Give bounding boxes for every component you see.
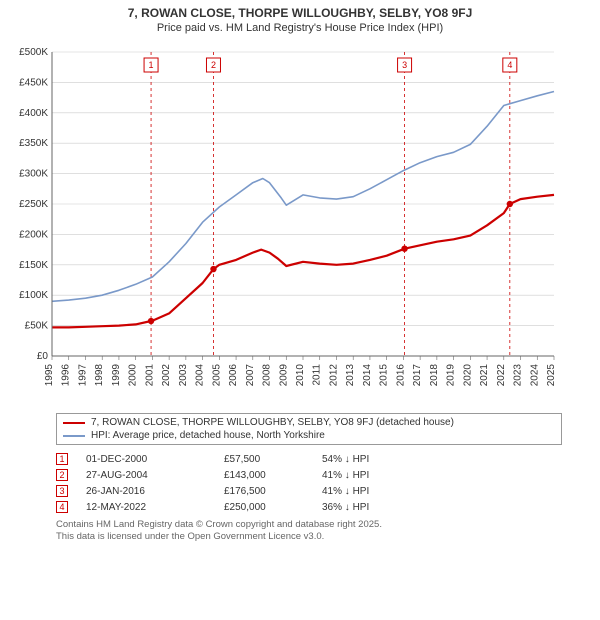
svg-text:1996: 1996 bbox=[61, 364, 72, 387]
svg-text:2003: 2003 bbox=[178, 364, 189, 387]
event-marker-box: 2 bbox=[56, 469, 68, 481]
svg-text:2016: 2016 bbox=[395, 364, 406, 387]
chart-container: 7, ROWAN CLOSE, THORPE WILLOUGHBY, SELBY… bbox=[0, 0, 600, 620]
svg-text:2017: 2017 bbox=[412, 364, 423, 387]
svg-text:3: 3 bbox=[402, 60, 407, 70]
footer: Contains HM Land Registry data © Crown c… bbox=[56, 519, 562, 544]
event-price: £143,000 bbox=[224, 470, 304, 481]
svg-text:£150K: £150K bbox=[19, 260, 48, 271]
svg-text:2009: 2009 bbox=[278, 364, 289, 387]
svg-text:2006: 2006 bbox=[228, 364, 239, 387]
footer-line2: This data is licensed under the Open Gov… bbox=[56, 531, 562, 543]
event-marker-box: 1 bbox=[56, 453, 68, 465]
svg-text:2: 2 bbox=[211, 60, 216, 70]
svg-text:1999: 1999 bbox=[111, 364, 122, 387]
event-diff: 54% ↓ HPI bbox=[322, 454, 412, 465]
svg-text:£0: £0 bbox=[37, 351, 49, 362]
event-diff: 41% ↓ HPI bbox=[322, 470, 412, 481]
svg-text:1: 1 bbox=[149, 60, 154, 70]
event-price: £250,000 bbox=[224, 502, 304, 513]
svg-text:2004: 2004 bbox=[195, 364, 206, 387]
event-row: 1 01-DEC-2000 £57,500 54% ↓ HPI bbox=[56, 451, 562, 467]
svg-text:2007: 2007 bbox=[245, 364, 256, 387]
svg-text:2020: 2020 bbox=[462, 364, 473, 387]
svg-text:£400K: £400K bbox=[19, 108, 48, 119]
svg-text:2024: 2024 bbox=[529, 364, 540, 387]
event-row: 3 26-JAN-2016 £176,500 41% ↓ HPI bbox=[56, 483, 562, 499]
event-price: £57,500 bbox=[224, 454, 304, 465]
svg-text:4: 4 bbox=[507, 60, 512, 70]
legend-swatch-price bbox=[63, 422, 85, 424]
event-row: 2 27-AUG-2004 £143,000 41% ↓ HPI bbox=[56, 467, 562, 483]
svg-text:£100K: £100K bbox=[19, 290, 48, 301]
legend-label-price: 7, ROWAN CLOSE, THORPE WILLOUGHBY, SELBY… bbox=[91, 417, 454, 428]
svg-text:2013: 2013 bbox=[345, 364, 356, 387]
svg-text:2018: 2018 bbox=[429, 364, 440, 387]
chart-subtitle: Price paid vs. HM Land Registry's House … bbox=[8, 22, 592, 34]
plot-area: £0 £50K £100K £150K £200K £250K £300K £350K £400… bbox=[8, 44, 592, 407]
svg-text:£200K: £200K bbox=[19, 229, 48, 240]
svg-text:2019: 2019 bbox=[446, 364, 457, 387]
svg-text:2010: 2010 bbox=[295, 364, 306, 387]
svg-text:£250K: £250K bbox=[19, 199, 48, 210]
svg-text:£500K: £500K bbox=[19, 47, 48, 58]
legend-row-hpi: HPI: Average price, detached house, Nort… bbox=[63, 429, 555, 442]
svg-text:2011: 2011 bbox=[312, 364, 323, 386]
event-date: 27-AUG-2004 bbox=[86, 470, 206, 481]
legend-swatch-hpi bbox=[63, 435, 85, 437]
legend: 7, ROWAN CLOSE, THORPE WILLOUGHBY, SELBY… bbox=[56, 413, 562, 445]
svg-text:2015: 2015 bbox=[379, 364, 390, 387]
svg-text:2008: 2008 bbox=[262, 364, 273, 387]
event-diff: 41% ↓ HPI bbox=[322, 486, 412, 497]
svg-text:2023: 2023 bbox=[513, 364, 524, 387]
legend-row-price: 7, ROWAN CLOSE, THORPE WILLOUGHBY, SELBY… bbox=[63, 416, 555, 429]
legend-label-hpi: HPI: Average price, detached house, Nort… bbox=[91, 430, 325, 441]
svg-text:£50K: £50K bbox=[25, 321, 49, 332]
svg-text:1997: 1997 bbox=[77, 364, 88, 387]
event-price: £176,500 bbox=[224, 486, 304, 497]
svg-text:1995: 1995 bbox=[44, 364, 55, 387]
event-marker-box: 3 bbox=[56, 485, 68, 497]
event-diff: 36% ↓ HPI bbox=[322, 502, 412, 513]
svg-text:2014: 2014 bbox=[362, 364, 373, 387]
svg-text:2022: 2022 bbox=[496, 364, 507, 387]
event-date: 26-JAN-2016 bbox=[86, 486, 206, 497]
svg-text:2021: 2021 bbox=[479, 364, 490, 387]
chart-title-address: 7, ROWAN CLOSE, THORPE WILLOUGHBY, SELBY… bbox=[8, 6, 592, 20]
svg-text:2001: 2001 bbox=[144, 364, 155, 387]
chart-svg: £0 £50K £100K £150K £200K £250K £300K £350K £400… bbox=[8, 44, 568, 404]
svg-text:£450K: £450K bbox=[19, 77, 48, 88]
event-date: 01-DEC-2000 bbox=[86, 454, 206, 465]
events-table: 1 01-DEC-2000 £57,500 54% ↓ HPI 2 27-AUG-2004… bbox=[56, 451, 562, 515]
svg-text:2000: 2000 bbox=[128, 364, 139, 387]
svg-text:1998: 1998 bbox=[94, 364, 105, 387]
svg-text:£300K: £300K bbox=[19, 169, 48, 180]
svg-text:2005: 2005 bbox=[211, 364, 222, 387]
svg-text:£350K: £350K bbox=[19, 138, 48, 149]
event-row: 4 12-MAY-2022 £250,000 36% ↓ HPI bbox=[56, 499, 562, 515]
svg-text:2012: 2012 bbox=[328, 364, 339, 387]
footer-line1: Contains HM Land Registry data © Crown c… bbox=[56, 519, 562, 531]
event-date: 12-MAY-2022 bbox=[86, 502, 206, 513]
svg-text:2002: 2002 bbox=[161, 364, 172, 387]
svg-text:2025: 2025 bbox=[546, 364, 557, 387]
event-marker-box: 4 bbox=[56, 501, 68, 513]
